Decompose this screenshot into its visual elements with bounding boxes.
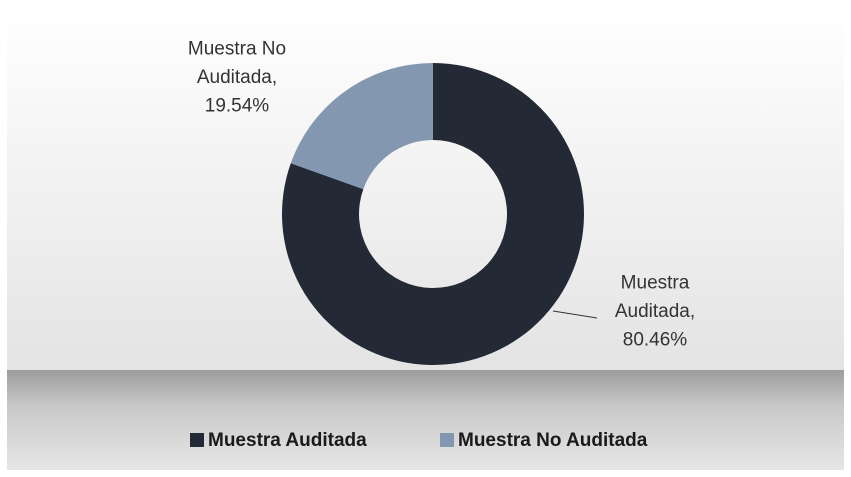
donut-slice (282, 63, 584, 365)
legend-label: Muestra No Auditada (458, 430, 648, 451)
data-label: Muestra No Auditada, 19.54% (188, 39, 286, 117)
leader-line (552, 310, 598, 319)
data-label: Muestra Auditada, 80.46% (615, 273, 695, 351)
legend-swatch (440, 433, 454, 447)
legend-label: Muestra Auditada (208, 430, 367, 451)
legend-band (7, 370, 844, 470)
legend-swatch (190, 433, 204, 447)
donut-slice (290, 63, 433, 190)
